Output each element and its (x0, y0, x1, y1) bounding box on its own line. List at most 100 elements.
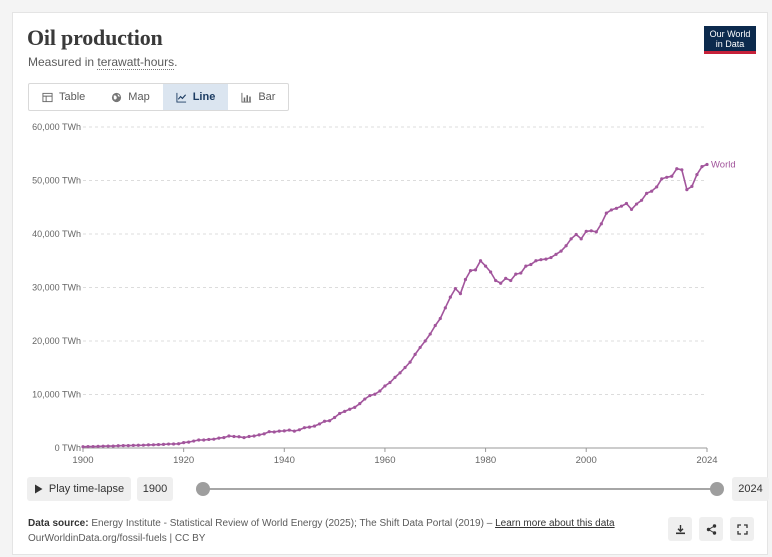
data-point[interactable] (338, 411, 342, 416)
data-point[interactable] (177, 442, 181, 446)
data-point[interactable] (670, 174, 674, 178)
data-point[interactable] (358, 401, 362, 406)
data-point[interactable] (272, 430, 276, 434)
data-point[interactable] (685, 187, 689, 192)
data-point[interactable] (96, 444, 100, 448)
data-point[interactable] (619, 204, 624, 208)
data-point[interactable] (222, 435, 226, 440)
data-point[interactable] (388, 380, 392, 385)
data-point[interactable] (81, 445, 85, 449)
tab-bar[interactable]: Bar (228, 84, 288, 110)
data-point[interactable] (398, 371, 402, 375)
data-point[interactable] (383, 384, 387, 388)
data-point[interactable] (403, 365, 407, 370)
data-point[interactable] (151, 443, 156, 447)
data-point[interactable] (614, 206, 619, 210)
data-point[interactable] (514, 272, 518, 276)
data-point[interactable] (343, 409, 347, 413)
data-point[interactable] (524, 264, 528, 268)
data-point[interactable] (146, 443, 151, 447)
data-point[interactable] (499, 281, 503, 285)
data-point[interactable] (463, 277, 468, 282)
data-point[interactable] (126, 443, 130, 448)
data-point[interactable] (292, 429, 296, 433)
data-point[interactable] (111, 444, 115, 448)
data-point[interactable] (408, 360, 412, 364)
data-point[interactable] (655, 185, 659, 189)
data-point[interactable] (277, 429, 281, 433)
data-point[interactable] (166, 442, 171, 446)
data-point[interactable] (182, 441, 186, 445)
data-point[interactable] (101, 444, 105, 448)
data-point[interactable] (634, 202, 639, 206)
unit-link[interactable]: terawatt-hours (97, 55, 175, 70)
data-point[interactable] (695, 173, 699, 177)
data-point[interactable] (680, 168, 684, 172)
data-point[interactable] (368, 393, 372, 398)
learn-more-link[interactable]: Learn more about this data (495, 518, 615, 529)
data-point[interactable] (569, 237, 573, 241)
data-point[interactable] (639, 198, 644, 202)
data-point[interactable] (247, 434, 251, 439)
data-point[interactable] (448, 295, 452, 299)
data-point[interactable] (413, 352, 417, 356)
data-point[interactable] (458, 292, 463, 296)
data-point[interactable] (232, 434, 236, 439)
data-point[interactable] (468, 269, 473, 273)
data-point[interactable] (363, 397, 367, 401)
data-point[interactable] (650, 189, 654, 193)
data-point[interactable] (373, 392, 377, 396)
data-point[interactable] (433, 323, 437, 328)
data-point[interactable] (282, 429, 286, 433)
data-point[interactable] (217, 436, 221, 440)
data-point[interactable] (599, 222, 603, 226)
data-point[interactable] (121, 444, 125, 448)
data-point[interactable] (197, 438, 201, 442)
data-point[interactable] (252, 434, 256, 438)
data-point[interactable] (690, 184, 694, 188)
fullscreen-button[interactable] (730, 517, 754, 541)
data-point[interactable] (136, 443, 140, 447)
data-point[interactable] (705, 162, 709, 167)
data-point[interactable] (307, 425, 312, 429)
data-point[interactable] (302, 426, 307, 430)
data-point[interactable] (86, 445, 90, 449)
data-point[interactable] (554, 252, 558, 256)
data-point[interactable] (579, 237, 583, 241)
data-point[interactable] (483, 264, 488, 268)
tab-map[interactable]: Map (98, 84, 162, 110)
data-point[interactable] (353, 405, 357, 409)
data-point[interactable] (584, 229, 588, 233)
data-point[interactable] (675, 167, 679, 171)
data-point[interactable] (473, 268, 478, 272)
data-point[interactable] (91, 444, 95, 449)
data-point[interactable] (156, 442, 161, 447)
data-point[interactable] (629, 207, 634, 211)
data-point[interactable] (287, 428, 291, 432)
data-point[interactable] (604, 211, 608, 215)
data-point[interactable] (312, 424, 317, 428)
download-button[interactable] (668, 517, 692, 541)
data-point[interactable] (242, 435, 246, 440)
data-point[interactable] (423, 339, 427, 343)
data-point[interactable] (237, 435, 241, 439)
timeline-slider-track[interactable] (203, 488, 717, 490)
data-point[interactable] (348, 407, 352, 411)
data-point[interactable] (418, 345, 422, 350)
data-point[interactable] (227, 434, 231, 438)
data-point[interactable] (534, 259, 538, 263)
data-point[interactable] (574, 232, 578, 237)
data-point[interactable] (700, 164, 704, 169)
data-point[interactable] (327, 419, 332, 423)
data-point[interactable] (317, 422, 322, 426)
credit-line[interactable]: OurWorldinData.org/fossil-fuels | CC BY (28, 533, 206, 544)
data-point[interactable] (438, 316, 442, 321)
data-point[interactable] (262, 432, 266, 436)
tab-table[interactable]: Table (29, 84, 98, 110)
data-point[interactable] (589, 229, 593, 233)
data-point[interactable] (529, 262, 533, 267)
data-point[interactable] (624, 201, 629, 206)
data-point[interactable] (428, 332, 432, 336)
data-point[interactable] (267, 430, 271, 434)
data-point[interactable] (116, 444, 120, 448)
